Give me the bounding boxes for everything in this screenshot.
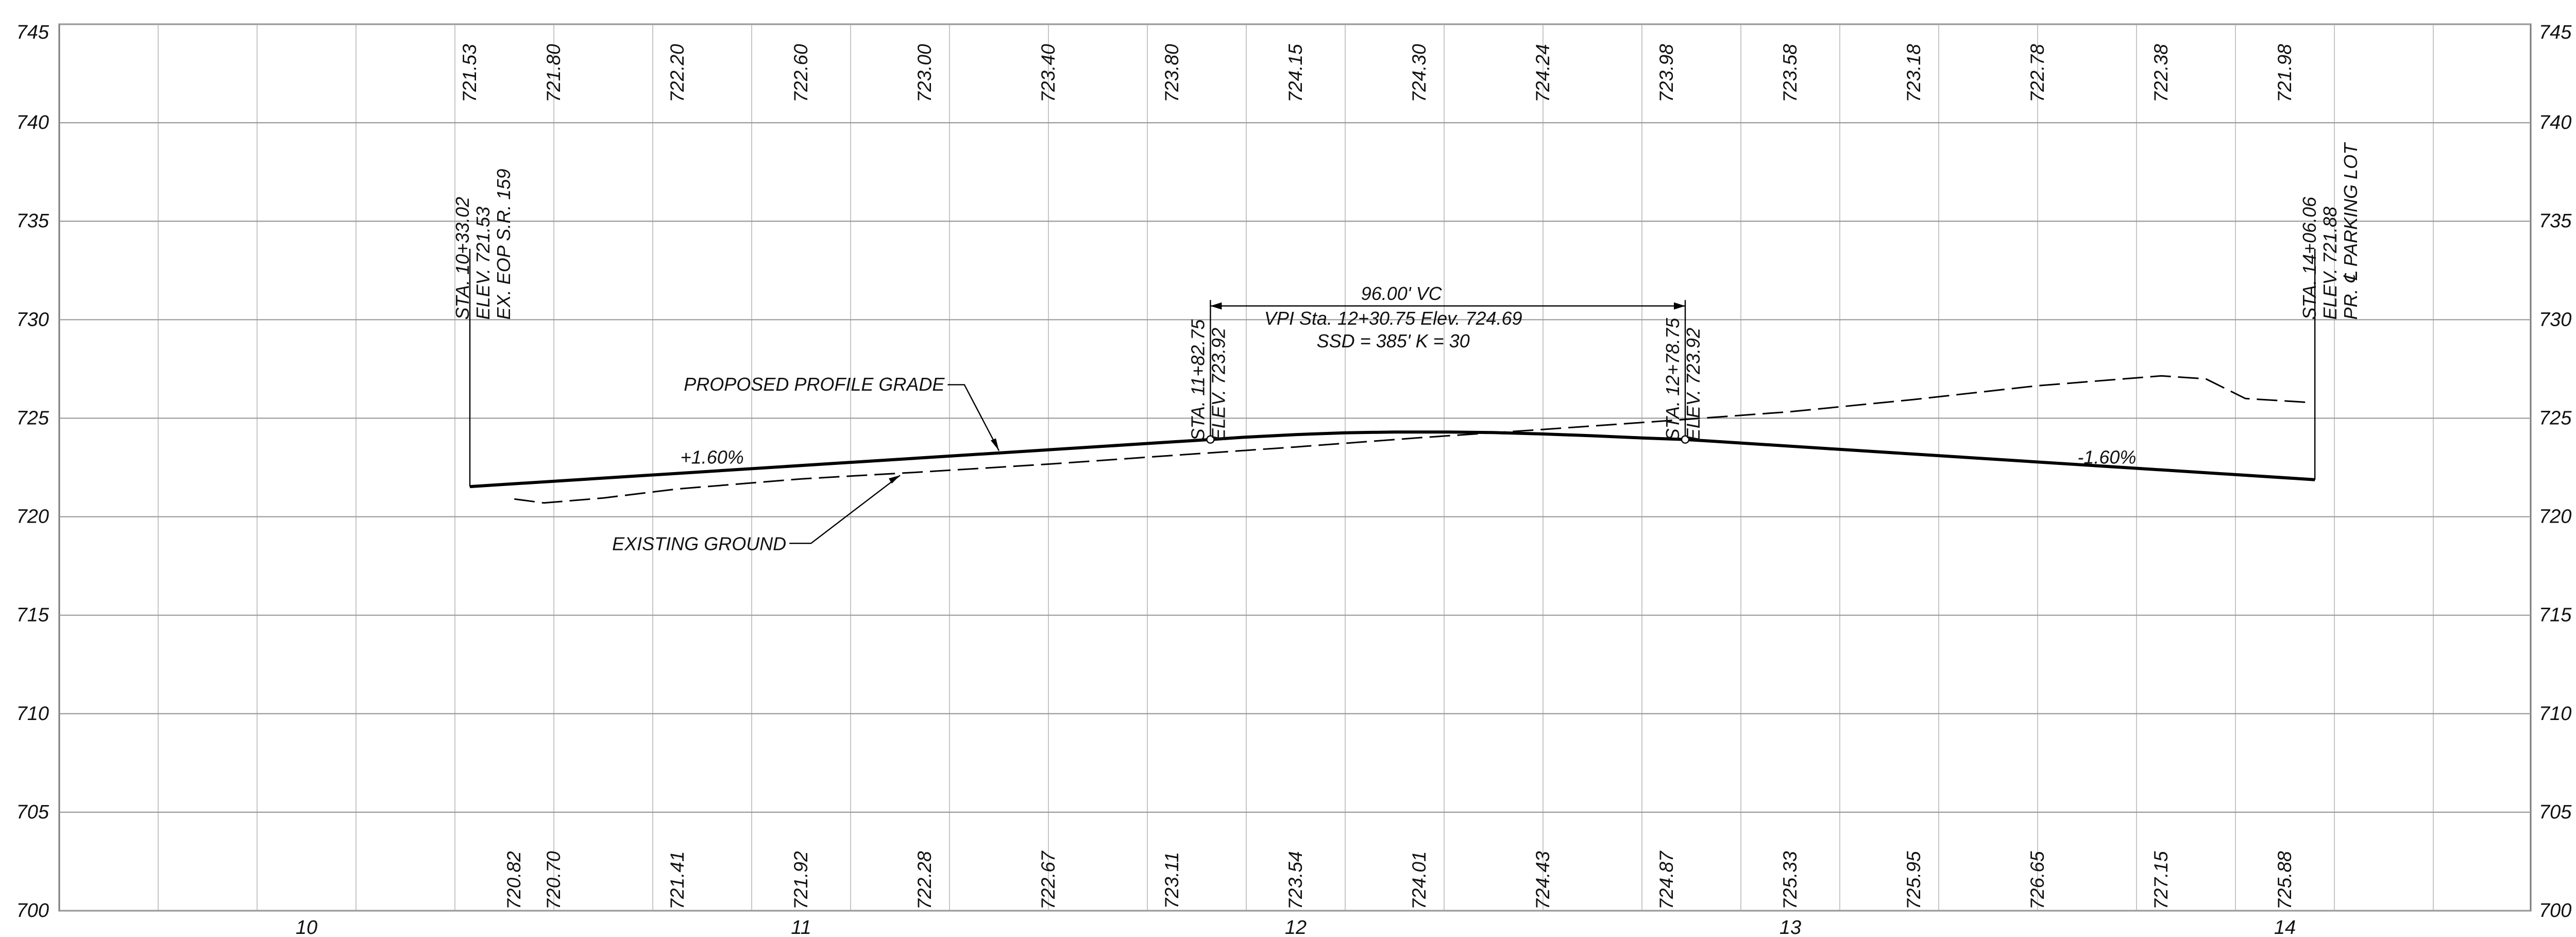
y-axis-right: 745 740 735 730 725 720 715 710 705 700 <box>2539 22 2572 922</box>
pvc-point <box>1206 435 1215 444</box>
x-tick-label: 10 <box>296 917 317 937</box>
proposed-elevation-label: 723.18 <box>1903 44 1924 103</box>
proposed-profile-line <box>469 430 2315 489</box>
existing-elevation-label: 720.82 <box>503 851 524 910</box>
x-tick-label: 13 <box>1780 917 1801 937</box>
pvc-station-label: STA. 11+82.75 <box>1187 319 1208 441</box>
proposed-elevation-label: 723.98 <box>1656 44 1677 103</box>
proposed-grade-leader <box>947 384 1000 451</box>
proposed-elevation-label: 723.58 <box>1780 44 1801 103</box>
proposed-elevation-label: 723.80 <box>1161 44 1182 103</box>
y-tick-label-left: 730 <box>16 309 49 330</box>
proposed-elevation-label: 723.40 <box>1038 44 1059 103</box>
y-tick-label-right: 715 <box>2539 605 2572 626</box>
proposed-elevation-label: 721.98 <box>2274 44 2295 103</box>
existing-elevation-label: 721.41 <box>667 851 688 909</box>
proposed-grade-elevations: 721.53 721.80 722.20 722.60 723.00 723.40 723.… <box>459 44 2295 103</box>
vc-arrow-right <box>1674 302 1685 310</box>
end-station-label: STA. 14+06.06 <box>2299 196 2320 320</box>
profile-lines <box>469 375 2315 504</box>
proposed-elevation-label: 724.24 <box>1532 44 1553 102</box>
existing-elevation-label: 724.87 <box>1656 850 1677 910</box>
y-tick-label-left: 725 <box>16 407 49 429</box>
existing-elevation-label: 725.33 <box>1780 851 1801 910</box>
grade-out-label: -1.60% <box>2077 446 2136 467</box>
pvt-point <box>1681 435 1690 444</box>
proposed-elevation-label: 722.78 <box>2027 44 2048 103</box>
existing-elevation-label: 726.65 <box>2027 851 2048 910</box>
pvt-elev-label: ELEV. 723.92 <box>1683 328 1704 441</box>
y-tick-label-right: 705 <box>2539 801 2572 823</box>
x-axis: 10 11 12 13 14 <box>296 917 2296 937</box>
proposed-elevation-label: 724.15 <box>1285 44 1306 103</box>
existing-ground-arrow <box>889 475 900 484</box>
y-tick-label-left: 700 <box>16 900 49 922</box>
existing-elevation-label: 723.54 <box>1285 851 1306 909</box>
y-tick-label-left: 735 <box>16 210 49 232</box>
existing-ground-leader <box>789 475 901 544</box>
callouts: STA. 10+33.02 ELEV. 721.53 EX. EOP S.R. 15… <box>452 142 2361 555</box>
pvt-station-label: STA. 12+78.75 <box>1662 317 1683 441</box>
existing-ground-line <box>514 375 2310 504</box>
end-note-label: PR. ℄ PARKING LOT <box>2340 142 2361 320</box>
y-axis-left: 745 740 735 730 725 720 715 710 705 700 <box>16 22 49 922</box>
y-tick-label-right: 700 <box>2539 900 2571 922</box>
existing-elevation-label: 722.28 <box>914 851 935 910</box>
begin-station-label: STA. 10+33.02 <box>452 197 473 320</box>
existing-elevation-label: 721.92 <box>790 851 811 910</box>
proposed-grade-label: PROPOSED PROFILE GRADE <box>684 374 945 395</box>
vc-arrow-left <box>1210 302 1222 310</box>
x-tick-label: 12 <box>1285 917 1307 937</box>
vpi-label: VPI Sta. 12+30.75 Elev. 724.69 <box>1264 308 1522 329</box>
existing-elevation-label: 724.01 <box>1409 851 1430 909</box>
y-tick-label-left: 720 <box>16 506 49 528</box>
y-tick-label-right: 740 <box>2539 112 2571 133</box>
proposed-elevation-label: 722.60 <box>790 44 811 103</box>
begin-elev-label: ELEV. 721.53 <box>472 207 494 320</box>
end-elev-label: ELEV. 721.88 <box>2319 207 2341 320</box>
y-tick-label-right: 735 <box>2539 210 2572 232</box>
existing-elevation-label: 723.11 <box>1161 852 1182 909</box>
existing-elevation-label: 722.67 <box>1038 850 1059 910</box>
y-tick-label-left: 740 <box>16 112 49 133</box>
y-tick-label-left: 710 <box>16 703 49 725</box>
proposed-elevation-label: 722.20 <box>667 44 688 103</box>
vc-length-label: 96.00' VC <box>1361 283 1443 304</box>
y-tick-label-left: 705 <box>16 801 49 823</box>
existing-ground-label: EXISTING GROUND <box>612 533 786 555</box>
y-tick-label-right: 710 <box>2539 703 2571 725</box>
proposed-elevation-label: 721.80 <box>543 44 564 103</box>
x-tick-label: 11 <box>791 917 811 937</box>
proposed-elevation-label: 721.53 <box>459 44 480 103</box>
x-tick-label: 14 <box>2274 917 2296 937</box>
existing-elevation-label: 720.70 <box>543 851 564 910</box>
proposed-elevation-label: 724.30 <box>1409 44 1430 103</box>
y-tick-label-right: 720 <box>2539 506 2571 528</box>
existing-elevation-label: 725.88 <box>2274 851 2295 910</box>
y-tick-label-right: 745 <box>2539 22 2572 43</box>
proposed-elevation-label: 722.38 <box>2150 44 2172 103</box>
existing-elevation-label: 724.43 <box>1532 851 1553 910</box>
y-tick-label-left: 715 <box>16 605 49 626</box>
y-tick-label-left: 745 <box>16 22 49 43</box>
existing-elevation-label: 725.95 <box>1903 851 1924 910</box>
existing-ground-elevations: 720.82 720.70 721.41 721.92 722.28 722.67 723.… <box>503 850 2295 910</box>
y-tick-label-right: 730 <box>2539 309 2571 330</box>
proposed-elevation-label: 723.00 <box>914 44 935 103</box>
existing-elevation-label: 727.15 <box>2150 851 2172 910</box>
y-tick-label-right: 725 <box>2539 407 2572 429</box>
proposed-grade-arrow <box>991 438 999 451</box>
pvc-elev-label: ELEV. 723.92 <box>1208 328 1229 441</box>
grade-in-label: +1.60% <box>681 446 744 467</box>
chart-grid <box>58 23 2532 912</box>
plot-frame <box>58 23 2532 912</box>
begin-note-label: EX. EOP S.R. 159 <box>493 169 514 320</box>
ssd-k-label: SSD = 385' K = 30 <box>1317 330 1470 352</box>
